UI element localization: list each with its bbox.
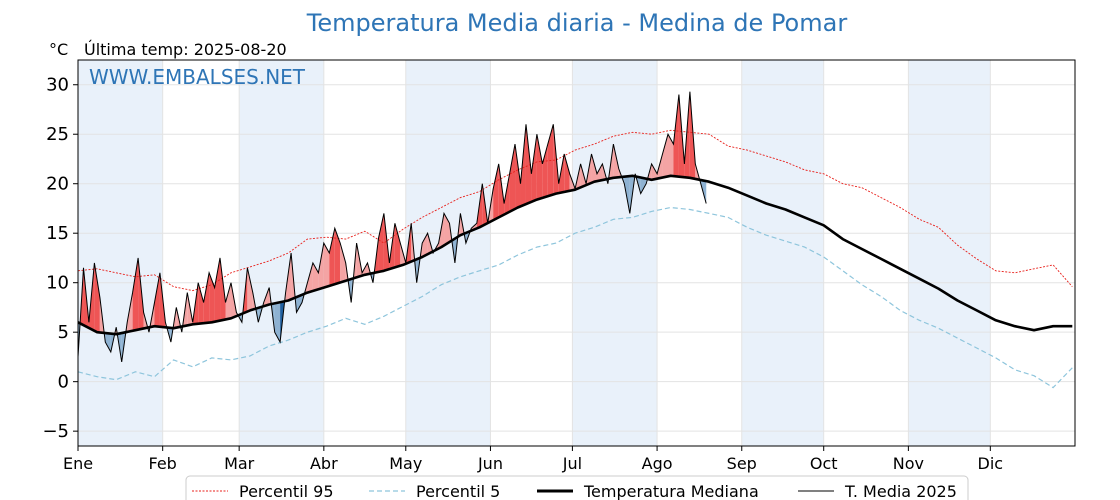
current-year-line xyxy=(77,91,707,362)
anomaly-above-fill xyxy=(542,144,548,198)
y-tick-label: −5 xyxy=(42,421,69,442)
x-tick-label: Oct xyxy=(810,454,838,473)
y-tick-label: 10 xyxy=(46,273,69,294)
legend-label-p5: Percentil 5 xyxy=(416,482,500,500)
anomaly-above-fill xyxy=(673,94,679,177)
anomaly-above-fill xyxy=(531,134,537,202)
anomaly-below-fill xyxy=(640,177,647,194)
legend-label-current: T. Media 2025 xyxy=(844,482,957,500)
x-tick-label: Ago xyxy=(642,454,673,473)
anomaly-below-fill xyxy=(105,333,111,352)
anomaly-above-fill xyxy=(307,262,313,293)
y-tick-label: 5 xyxy=(58,322,69,343)
anomaly-above-fill xyxy=(318,243,324,290)
x-tick-label: Jul xyxy=(562,454,582,473)
month-band xyxy=(908,60,991,446)
anomaly-above-fill xyxy=(94,262,100,333)
x-tick-label: Dic xyxy=(978,454,1004,473)
anomaly-above-fill xyxy=(154,272,160,327)
month-band xyxy=(239,60,324,446)
x-tick-label: Mar xyxy=(224,454,255,473)
x-tick-label: Sep xyxy=(727,454,757,473)
legend-label-median: Temperatura Mediana xyxy=(583,482,759,500)
anomaly-above-fill xyxy=(203,272,210,324)
x-tick-label: Ene xyxy=(63,454,93,473)
month-band xyxy=(405,60,491,446)
p5-line xyxy=(77,206,1073,389)
y-tick-label: 0 xyxy=(58,372,69,393)
month-band xyxy=(78,60,163,446)
anomaly-below-fill xyxy=(274,302,281,343)
anomaly-above-fill xyxy=(662,134,669,178)
anomaly-above-fill xyxy=(520,124,526,207)
watermark-text: WWW.EMBALSES.NET xyxy=(89,65,306,89)
anomaly-above-fill xyxy=(340,243,346,283)
anomaly-above-fill xyxy=(564,154,570,192)
anomaly-above-fill xyxy=(596,163,603,182)
y-tick-label: 15 xyxy=(46,223,69,244)
x-tick-label: May xyxy=(389,454,422,473)
anomaly-above-fill xyxy=(515,144,521,209)
anomaly-above-fill xyxy=(225,282,231,320)
anomaly-above-fill xyxy=(329,228,335,286)
plot-frame xyxy=(77,59,1076,447)
legend-label-p95: Percentil 95 xyxy=(239,482,334,500)
anomaly-above-fill xyxy=(334,228,341,285)
anomaly-above-fill xyxy=(536,134,543,200)
p95-line xyxy=(77,129,1073,292)
anomaly-above-fill xyxy=(525,124,532,205)
x-tick-label: Nov xyxy=(893,454,924,473)
anomaly-above-fill xyxy=(220,257,226,321)
anomaly-above-fill xyxy=(493,163,499,221)
plot-area: −5 0 5 10 15 20 25 30 Ene Feb Mar Abr May Jun Jul Ago Se… xyxy=(42,59,1076,473)
anomaly-above-fill xyxy=(378,213,384,272)
anomaly-above-fill xyxy=(591,154,597,183)
anomaly-above-fill xyxy=(323,243,330,288)
anomaly-above-fill xyxy=(198,282,204,324)
anomaly-above-fill xyxy=(132,257,139,331)
x-tick-label: Jun xyxy=(477,454,503,473)
month-band xyxy=(572,60,658,446)
x-tick-label: Abr xyxy=(310,454,338,473)
anomaly-above-fill xyxy=(651,163,658,180)
month-band xyxy=(741,60,824,446)
y-tick-label: 30 xyxy=(46,75,69,96)
legend-box xyxy=(185,475,969,500)
last-temp-label: Última temp: 2025-08-20 xyxy=(84,40,287,59)
legend: Percentil 95 Percentil 5 Temperatura Med… xyxy=(185,475,969,500)
y-tick-label: 25 xyxy=(46,124,69,145)
chart-title: Temperatura Media diaria - Medina de Pom… xyxy=(306,9,848,37)
anomaly-above-fill xyxy=(668,134,674,177)
y-tick-label: 20 xyxy=(46,174,69,195)
anomaly-above-fill xyxy=(312,262,319,291)
anomaly-above-fill xyxy=(214,257,221,322)
anomaly-below-fill xyxy=(296,294,302,313)
anomaly-above-fill xyxy=(498,163,505,218)
x-tick-label: Feb xyxy=(149,454,177,473)
anomaly-above-fill xyxy=(422,233,428,257)
anomaly-above-fill xyxy=(247,267,253,312)
anomaly-above-fill xyxy=(509,144,516,212)
anomaly-above-fill xyxy=(394,223,401,268)
unit-label: °C xyxy=(49,40,68,59)
